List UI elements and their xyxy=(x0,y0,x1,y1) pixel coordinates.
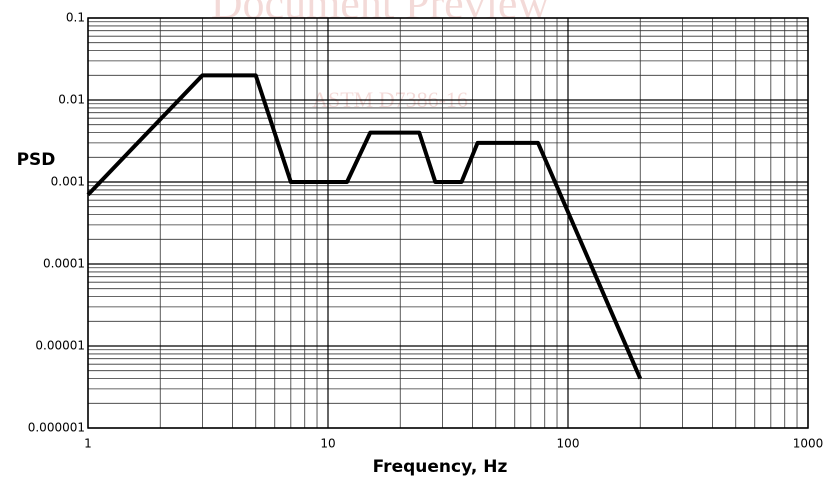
plot-frame xyxy=(87,17,809,429)
y-tick-label: 0.001 xyxy=(51,175,85,189)
x-tick-label: 1 xyxy=(84,437,92,451)
marks xyxy=(86,73,643,380)
watermark: Document Preview xyxy=(211,0,550,28)
y-tick-label: 0.0001 xyxy=(43,257,85,271)
x-axis-title: Frequency, Hz xyxy=(373,457,508,477)
x-tick-label: 10 xyxy=(320,437,335,451)
y-tick-label: 0.000001 xyxy=(28,421,85,435)
grid: 1 10 100 1000 0.1 0.01 0.001 0.0001 0.00001 0.000… xyxy=(28,11,824,451)
y-axis-title: PSD xyxy=(17,150,56,170)
y-tick-label: 0.01 xyxy=(58,93,85,107)
psd-line xyxy=(86,73,643,380)
x-tick-label: 1000 xyxy=(793,437,824,451)
y-tick-label: 0.00001 xyxy=(35,339,85,353)
y-tick-label: 0.1 xyxy=(66,11,85,25)
x-tick-label: 100 xyxy=(557,437,580,451)
